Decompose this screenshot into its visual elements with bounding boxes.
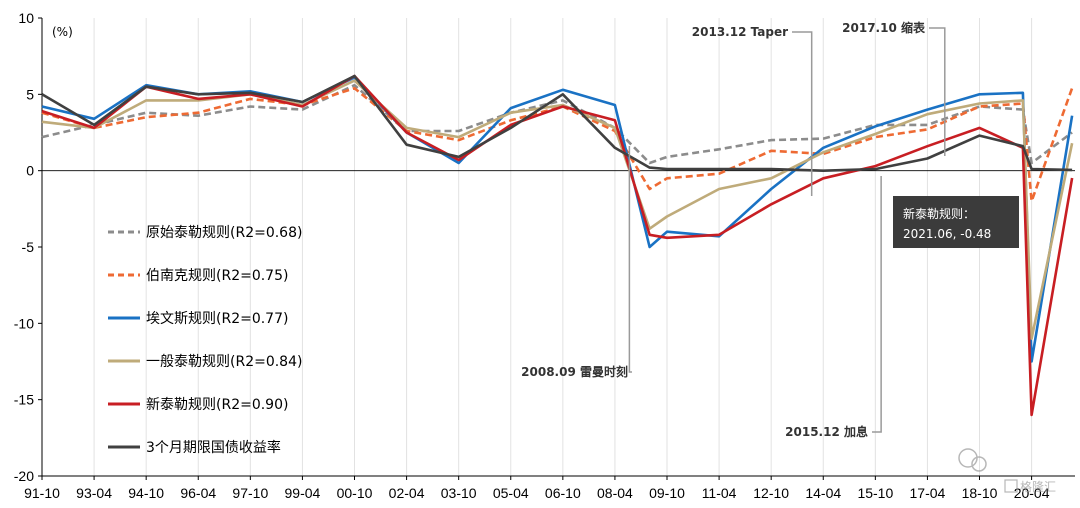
legend-label: 伯南克规则(R2=0.75) — [146, 268, 288, 284]
y-axis-unit: (%) — [52, 25, 73, 39]
x-tick-label: 00-10 — [337, 485, 373, 501]
legend-label: 埃文斯规则(R2=0.77) — [146, 311, 288, 327]
legend-label: 新泰勒规则(R2=0.90) — [146, 397, 288, 413]
x-tick-label: 93-04 — [76, 485, 112, 501]
y-tick-label: -10 — [14, 315, 34, 331]
y-tick-label: -5 — [22, 239, 35, 255]
y-tick-label: -20 — [14, 468, 34, 484]
x-tick-label: 14-04 — [805, 485, 841, 501]
x-tick-label: 96-04 — [180, 485, 216, 501]
annotations: 2013.12 Taper 2017.10 缩表 2008.09 雷曼时刻 2015.… — [521, 20, 946, 439]
watermark-text: 格隆汇 — [1020, 479, 1056, 494]
callout-line-1: 新泰勒规则： — [903, 206, 975, 221]
x-tick-label: 03-10 — [441, 485, 477, 501]
annotation-label: 2015.12 加息 — [785, 424, 868, 439]
annotation-leader — [872, 176, 882, 433]
x-tick-label: 97-10 — [232, 485, 268, 501]
x-axis-ticks: 91-10 93-04 94-10 96-04 97-10 99-04 00-10 02-04… — [24, 476, 1050, 501]
watermark: 格隆汇 — [958, 448, 1056, 494]
logo-square-icon — [1004, 479, 1018, 493]
x-tick-label: 99-04 — [285, 485, 321, 501]
wechat-icon-bubble — [971, 456, 987, 472]
annotation-label: 2008.09 雷曼时刻 — [521, 364, 628, 379]
x-tick-label: 06-10 — [545, 485, 581, 501]
legend-label: 3个月期限国债收益率 — [146, 439, 281, 456]
x-tick-label: 09-10 — [649, 485, 685, 501]
y-tick-label: -15 — [14, 392, 34, 408]
series-line — [41, 74, 1073, 172]
x-tick-label: 91-10 — [24, 485, 60, 501]
annotation-leader — [628, 146, 632, 373]
x-tick-label: 15-10 — [857, 485, 893, 501]
y-axis-ticks: 10 5 0 -5 -10 -15 -20 — [14, 10, 42, 484]
x-tick-label: 12-10 — [753, 485, 789, 501]
x-tick-label: 18-10 — [962, 485, 998, 501]
y-tick-label: 10 — [18, 10, 34, 26]
y-tick-label: 0 — [26, 163, 34, 179]
legend-label: 一般泰勒规则(R2=0.84) — [146, 354, 302, 370]
x-tick-label: 17-04 — [910, 485, 946, 501]
x-tick-label: 20-04 — [1014, 485, 1050, 501]
x-tick-label: 08-04 — [597, 485, 633, 501]
x-tick-label: 11-04 — [702, 485, 737, 501]
y-tick-label: 5 — [26, 86, 34, 102]
callout-line-2: 2021.06, -0.48 — [903, 227, 991, 241]
x-tick-label: 05-04 — [493, 485, 529, 501]
annotation-leader — [929, 27, 946, 156]
legend-label: 原始泰勒规则(R2=0.68) — [146, 225, 302, 241]
callout-box: 新泰勒规则： 2021.06, -0.48 — [893, 196, 1019, 248]
annotation-label: 2013.12 Taper — [692, 25, 788, 39]
legend: 原始泰勒规则(R2=0.68) 伯南克规则(R2=0.75) 埃文斯规则(R2=0.… — [108, 225, 302, 456]
annotation-leader — [792, 31, 813, 196]
annotation-label: 2017.10 缩表 — [842, 20, 926, 35]
x-tick-label: 02-04 — [389, 485, 425, 501]
x-tick-label: 94-10 — [128, 485, 164, 501]
